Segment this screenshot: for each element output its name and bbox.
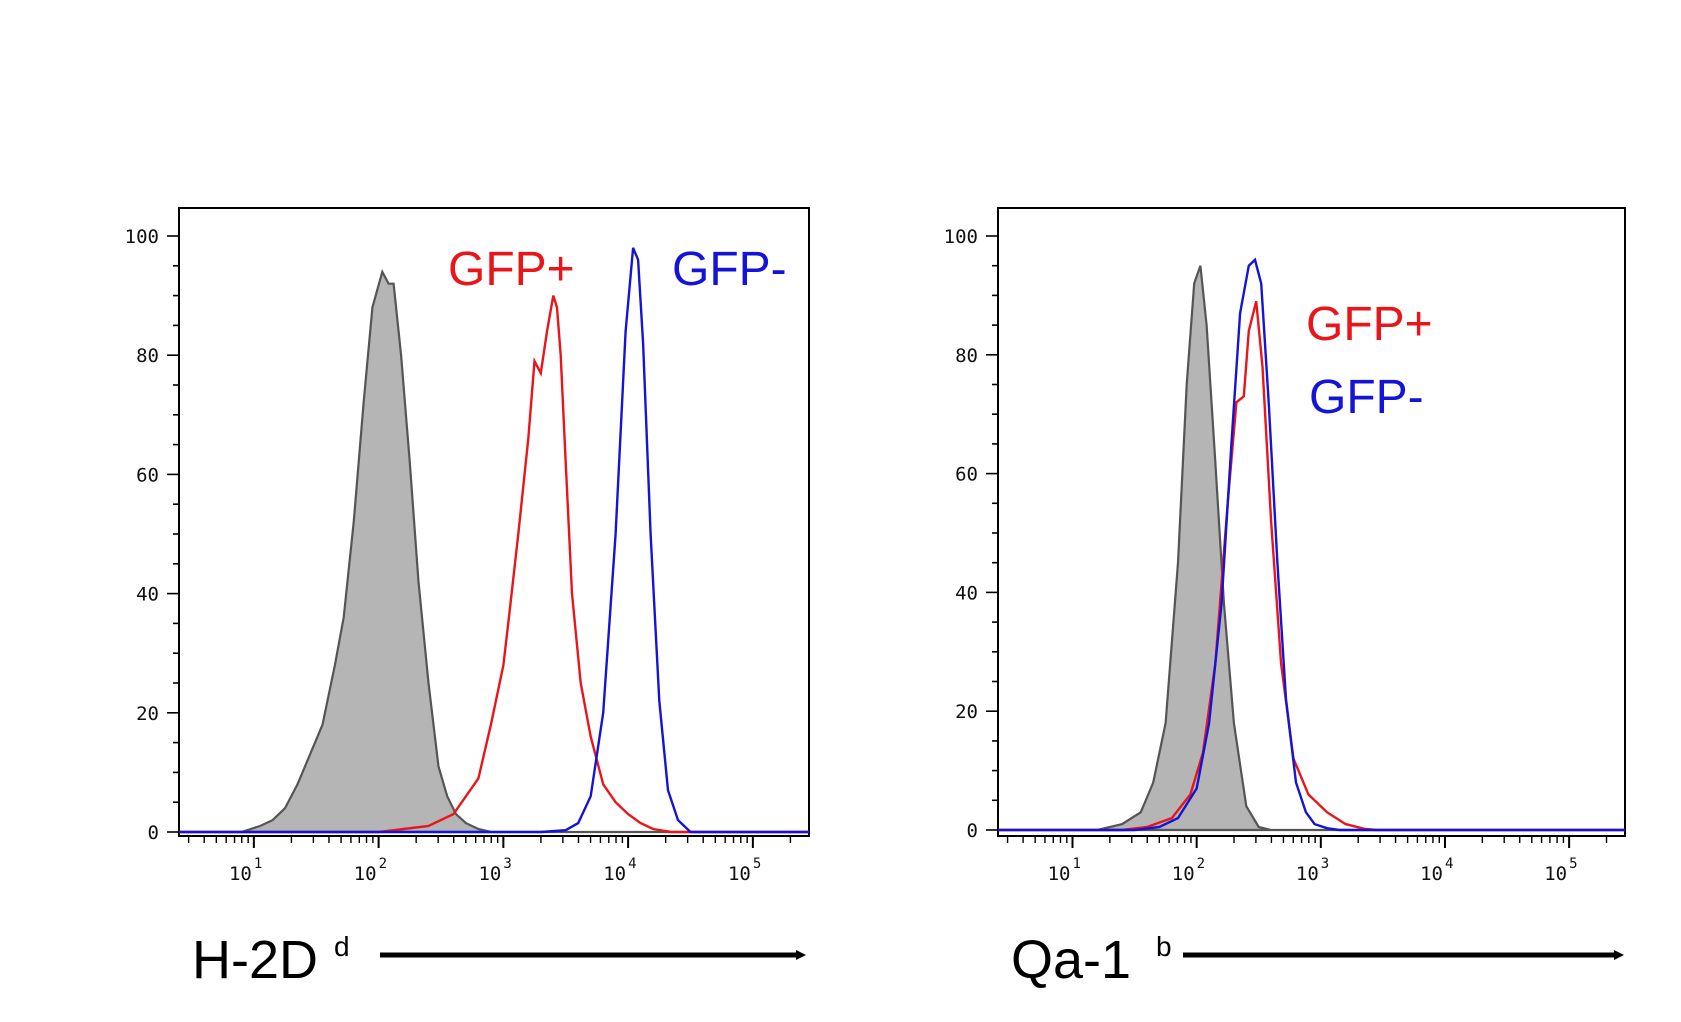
y-tick-label: 20: [955, 701, 978, 723]
x-tick-label-base: 10: [354, 863, 377, 885]
y-tick-label: 40: [955, 582, 978, 604]
y-tick-label: 20: [136, 703, 159, 725]
x-tick-label-base: 10: [1420, 863, 1443, 885]
x-axis: 10 1 10 2 10 3 10 4 10 5: [187, 836, 792, 885]
x-tick-label-exp: 4: [628, 856, 636, 872]
x-axis-marker-sup: b: [1156, 931, 1172, 962]
marker-name: H-2D: [192, 930, 318, 990]
legend-gfp-pos: GFP+: [1306, 298, 1433, 351]
x-axis: 10 1 10 2 10 3 10 4 10 5: [1006, 836, 1608, 885]
series-gfp--line: [179, 247, 809, 834]
x-tick-label-base: 10: [728, 863, 751, 885]
x-tick-label-exp: 1: [1072, 856, 1080, 872]
plot-frame: [178, 207, 810, 837]
series-gfp--line: [179, 295, 809, 834]
marker-name: Qa-1: [1011, 930, 1131, 990]
y-tick-label: 40: [136, 584, 159, 606]
series-gfp--line: [998, 301, 1625, 832]
plot-frame: [997, 207, 1626, 837]
x-tick-label-base: 10: [1296, 863, 1319, 885]
x-tick-label-base: 10: [229, 863, 252, 885]
x-tick-label-exp: 3: [1321, 856, 1329, 872]
y-tick-label: 100: [944, 226, 978, 248]
x-tick-label-exp: 4: [1445, 856, 1453, 872]
legend-gfp-neg: GFP-: [1309, 371, 1424, 424]
x-tick-label-exp: 5: [1569, 856, 1577, 872]
y-tick-label: 100: [125, 226, 159, 248]
series-isotype-control-area: [998, 265, 1625, 832]
x-axis-marker-label: Qa-1: [1011, 930, 1131, 990]
series-layer: [998, 257, 1625, 832]
x-tick-label-exp: 2: [379, 856, 387, 872]
y-tick-label: 0: [967, 820, 978, 842]
legend-gfp-pos: GFP+: [448, 243, 575, 296]
y-tick-label: 60: [136, 464, 159, 486]
x-tick-label-exp: 3: [503, 856, 511, 872]
x-tick-label-base: 10: [603, 863, 626, 885]
x-axis-marker-label: H-2D: [192, 930, 318, 990]
series-layer: [179, 247, 809, 834]
y-axis: 0 20 40 60 80 100: [944, 226, 998, 842]
legend-gfp-neg: GFP-: [672, 243, 787, 296]
y-tick-label: 80: [955, 345, 978, 367]
x-tick-label-base: 10: [478, 863, 501, 885]
y-axis: 0 20 40 60 80 100: [125, 226, 179, 844]
y-tick-label: 0: [148, 822, 159, 844]
y-tick-label: 60: [955, 464, 978, 486]
x-tick-label-base: 10: [1544, 863, 1567, 885]
y-tick-label: 80: [136, 345, 159, 367]
x-tick-label-base: 10: [1172, 863, 1195, 885]
x-axis-marker-sup: d: [334, 931, 350, 962]
series-isotype-control-area: [179, 268, 809, 834]
x-tick-label-exp: 5: [753, 856, 761, 872]
x-tick-label-exp: 2: [1197, 856, 1205, 872]
x-tick-label-base: 10: [1048, 863, 1071, 885]
x-tick-label-exp: 1: [254, 856, 262, 872]
series-gfp--line: [998, 257, 1625, 832]
